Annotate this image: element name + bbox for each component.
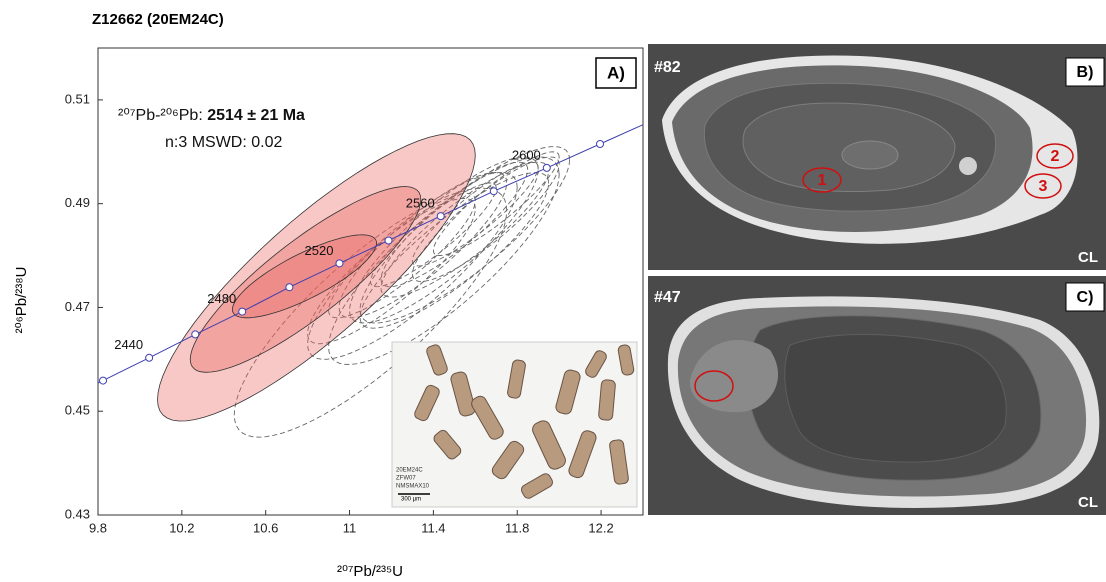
- imaging-mode: CL: [1078, 249, 1098, 266]
- inclusion: [959, 157, 977, 175]
- x-tick-label: 12.2: [588, 520, 613, 535]
- concordia-marker: [597, 140, 604, 147]
- age-label: 2600: [512, 147, 541, 162]
- spot-label: 2: [1051, 148, 1060, 165]
- inset-caption: ZFW07: [396, 476, 416, 482]
- y-tick-label: 0.45: [65, 403, 90, 418]
- concordia-marker: [543, 164, 550, 171]
- scale-label: 300 µm: [401, 497, 421, 503]
- grain-label: #82: [654, 59, 681, 76]
- x-tick-label: 11.8: [505, 520, 529, 535]
- annotation: ²⁰⁷Pb-²⁰⁶Pb: 2514 ± 21 Ma: [118, 107, 305, 124]
- spot-label: 3: [1039, 178, 1048, 195]
- figure: Z12662 (20EM24C) 20EM24C ZFW07 NMSMAX10 …: [0, 0, 1106, 582]
- concordia-marker: [192, 331, 199, 338]
- imaging-mode: CL: [1078, 494, 1098, 511]
- spot-label: 1: [818, 172, 827, 189]
- x-tick-label: 10.6: [253, 520, 278, 535]
- age-label: 2520: [305, 243, 334, 258]
- concordia-marker: [286, 284, 293, 291]
- cl-panel: 1 2 3 #82 B) CL: [648, 44, 1106, 270]
- figure-title: Z12662 (20EM24C): [92, 11, 224, 28]
- x-tick-label: 11: [343, 520, 357, 535]
- concordia-marker: [100, 377, 107, 384]
- x-tick-label: 9.8: [89, 520, 107, 535]
- y-tick-label: 0.51: [65, 91, 90, 106]
- concordia-marker: [437, 213, 444, 220]
- y-tick-label: 0.47: [65, 299, 90, 314]
- y-tick-label: 0.49: [65, 195, 90, 210]
- inset-caption: 20EM24C: [396, 468, 423, 474]
- age-label: 2480: [207, 291, 236, 306]
- y-axis-label: ²⁰⁶Pb/²³⁸U: [13, 267, 30, 334]
- panel-label: A): [607, 63, 625, 82]
- annotation-age: 2514 ± 21 Ma: [207, 107, 305, 124]
- grain-label: #47: [654, 289, 681, 306]
- concordia-marker: [385, 237, 392, 244]
- age-label: 2560: [406, 196, 435, 211]
- annotation-stats: n:3 MSWD: 0.02: [165, 134, 282, 151]
- y-tick-label: 0.43: [65, 506, 90, 521]
- cl-panel: #47 C) CL: [648, 276, 1106, 515]
- inset-photo: 20EM24C ZFW07 NMSMAX10 300 µm: [392, 342, 637, 507]
- concordia-marker: [146, 354, 153, 361]
- concordia-marker: [336, 260, 343, 267]
- panel-label: B): [1077, 64, 1094, 81]
- panel-label: C): [1077, 289, 1094, 306]
- inset-caption: NMSMAX10: [396, 484, 430, 490]
- x-axis-label: ²⁰⁷Pb/²³⁵U: [337, 563, 403, 580]
- x-tick-label: 11.4: [421, 520, 445, 535]
- age-label: 2440: [114, 337, 143, 352]
- zircon-zone: [785, 334, 1006, 462]
- annotation-prefix: ²⁰⁷Pb-²⁰⁶Pb:: [118, 107, 207, 124]
- x-tick-label: 10.2: [169, 520, 194, 535]
- concordia-marker: [239, 308, 246, 315]
- concordia-marker: [490, 188, 497, 195]
- zircon-core: [842, 141, 898, 169]
